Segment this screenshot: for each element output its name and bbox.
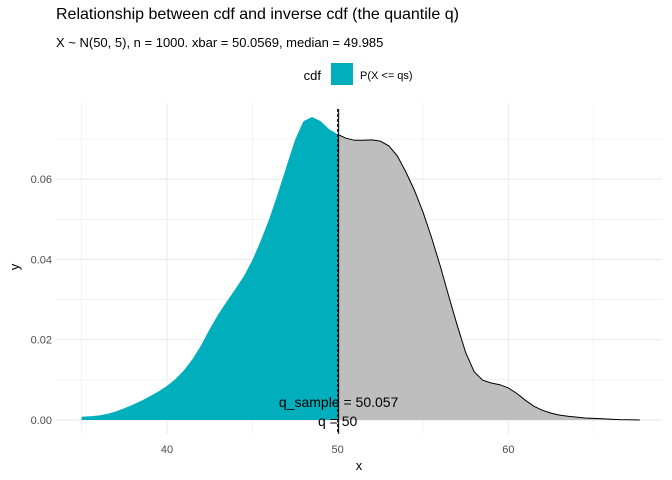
legend: cdf P(X <= qs) (304, 63, 413, 85)
annotations: q_sample = 50.057 q = 50 (279, 394, 399, 429)
chart-subtitle: X ~ N(50, 5), n = 1000. xbar = 50.0569, … (56, 35, 384, 50)
chart-title: Relationship between cdf and inverse cdf… (56, 6, 459, 23)
x-tick-label: 40 (161, 444, 173, 456)
y-tick-label: 0.06 (31, 174, 52, 186)
upper-tail-area (338, 134, 640, 421)
lower-tail-area (81, 117, 339, 420)
density-outline (338, 134, 640, 421)
axis-ticks: 40 50 60 0.00 0.02 0.04 0.06 (31, 174, 515, 456)
x-axis-title: x (356, 458, 363, 473)
reference-lines (337, 109, 340, 434)
legend-title: cdf (304, 68, 322, 83)
density-areas (81, 117, 640, 421)
q-annotation: q = 50 (318, 413, 358, 429)
y-tick-label: 0.02 (31, 335, 52, 347)
y-tick-label: 0.04 (31, 254, 52, 266)
y-tick-label: 0.00 (31, 415, 52, 427)
legend-label: P(X <= qs) (360, 70, 413, 82)
x-tick-label: 50 (332, 444, 344, 456)
q-sample-annotation: q_sample = 50.057 (279, 394, 399, 410)
legend-swatch (331, 63, 353, 85)
x-tick-label: 60 (502, 444, 514, 456)
y-axis-title: y (7, 263, 22, 270)
